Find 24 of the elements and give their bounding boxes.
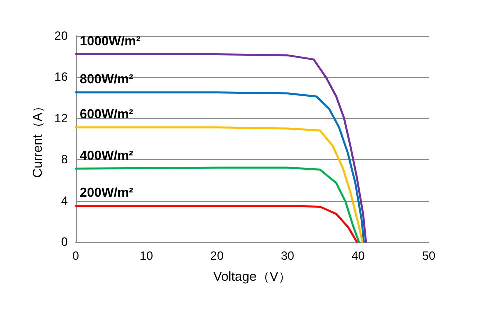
x-tick-label: 40 <box>352 249 366 263</box>
series-label: 200W/m² <box>80 184 134 200</box>
series-label: 600W/m² <box>80 106 134 122</box>
y-tick-label: 0 <box>61 235 68 249</box>
line-series <box>75 166 360 243</box>
series-label: 800W/m² <box>80 72 134 87</box>
series-label: 1000W/m² <box>80 34 142 49</box>
x-axis-title: Voltage（V） <box>213 269 292 284</box>
y-tick-label: 8 <box>61 152 68 167</box>
x-tick-label: 0 <box>72 249 80 263</box>
x-tick-label: 20 <box>210 249 224 263</box>
series-label: 400W/m² <box>80 148 134 163</box>
y-tick-label: 4 <box>61 194 68 208</box>
x-tick-label: 30 <box>281 249 295 263</box>
x-tick-label: 10 <box>140 249 154 263</box>
line-series <box>75 126 364 243</box>
y-tick-label: 12 <box>54 111 68 126</box>
y-tick-label: 16 <box>54 70 68 84</box>
line-series <box>75 204 358 243</box>
y-axis-title: Current（A） <box>30 100 45 178</box>
line-series <box>75 92 366 243</box>
x-tick-label: 50 <box>422 249 436 263</box>
y-tick-label: 20 <box>54 29 68 43</box>
line-series <box>75 54 368 243</box>
